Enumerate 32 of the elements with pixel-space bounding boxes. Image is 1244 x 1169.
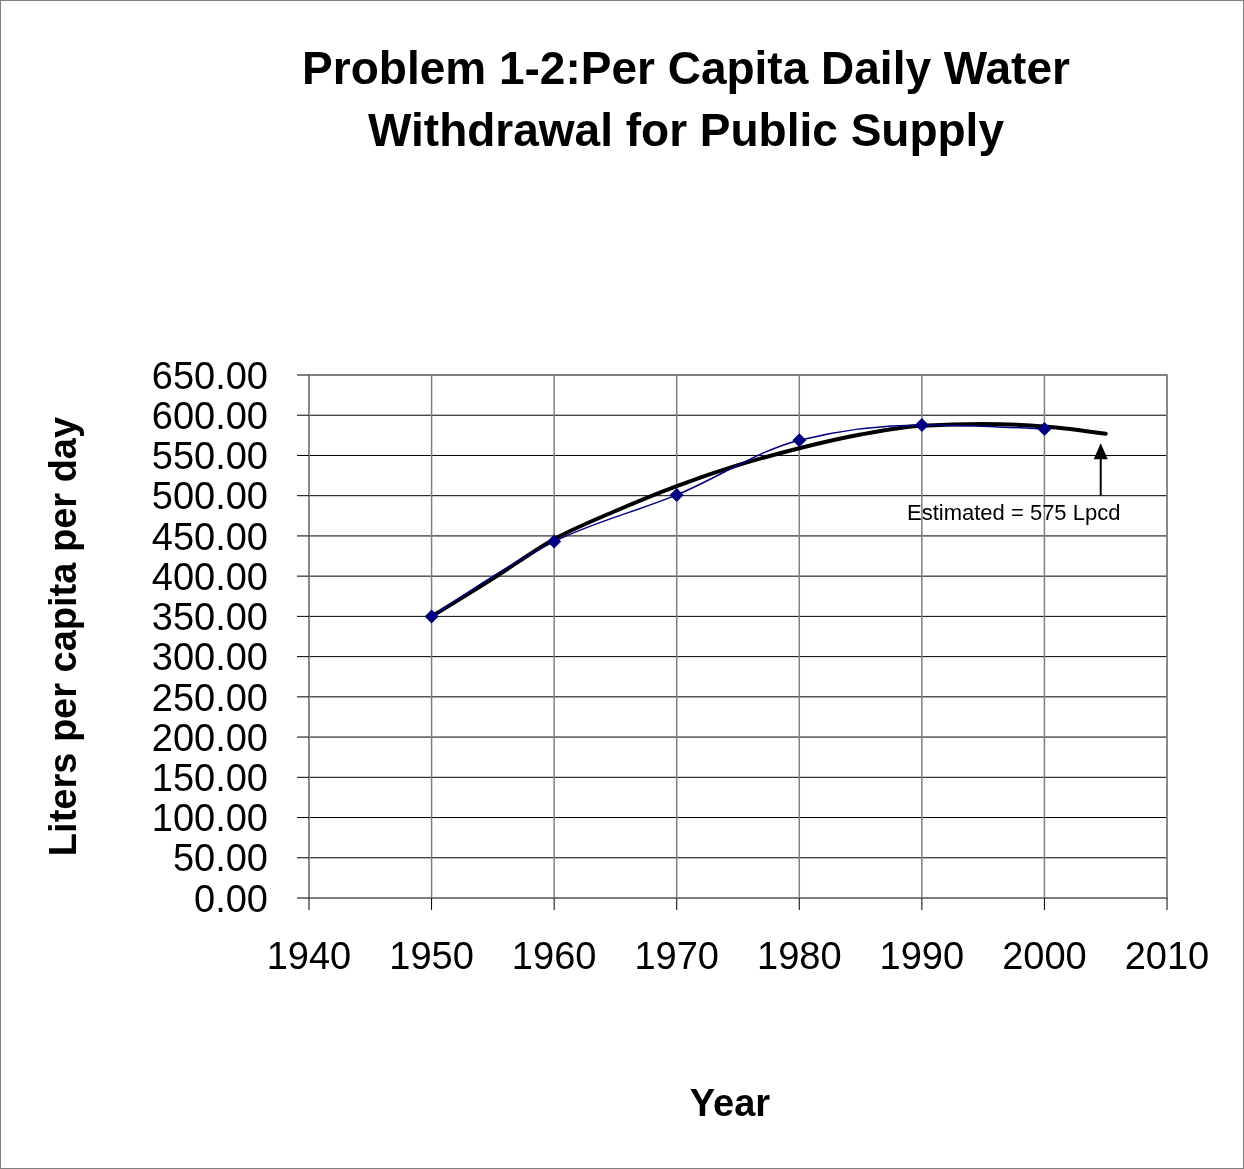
y-tick-label: 550.00 bbox=[151, 435, 268, 478]
y-tick-label: 0.00 bbox=[194, 877, 268, 920]
point bbox=[792, 433, 807, 448]
x-tick-label: 2000 bbox=[1002, 935, 1087, 977]
x-tick-label: 1980 bbox=[757, 935, 842, 977]
y-tick-label: 500.00 bbox=[151, 475, 268, 518]
y-tick-label: 350.00 bbox=[151, 596, 268, 639]
y-tick-label: 650.00 bbox=[151, 354, 268, 397]
point bbox=[547, 534, 562, 549]
x-tick-label: 2010 bbox=[1124, 935, 1210, 977]
x-tick-label: 1960 bbox=[511, 935, 597, 977]
x-tick-label: 1950 bbox=[389, 935, 474, 977]
y-tick-label: 100.00 bbox=[151, 797, 268, 840]
y-tick-label: 400.00 bbox=[151, 555, 268, 598]
y-tick-label: 50.00 bbox=[172, 837, 268, 880]
x-tick-label: 1940 bbox=[266, 935, 352, 977]
y-tick-label: 600.00 bbox=[151, 394, 268, 437]
x-tick-label: 1970 bbox=[634, 935, 719, 977]
y-tick-label: 450.00 bbox=[151, 515, 268, 558]
y-tick-label: 200.00 bbox=[151, 716, 268, 759]
y-tick-label: 250.00 bbox=[151, 676, 268, 719]
y-tick-label: 150.00 bbox=[151, 756, 268, 799]
y-axis-title: Liters per capita per day bbox=[42, 416, 84, 857]
x-tick-label: 1990 bbox=[879, 935, 965, 977]
point bbox=[1037, 421, 1052, 436]
point bbox=[669, 487, 684, 502]
x-axis-title: Year bbox=[689, 1082, 771, 1124]
y-tick-label: 300.00 bbox=[151, 636, 268, 679]
chart-title: Problem 1-2:Per Capita Daily Water Withdrawal for Public Supply bbox=[302, 42, 1070, 156]
annotation: Estimated = 575 Lpcd bbox=[907, 500, 1121, 526]
point bbox=[914, 417, 929, 432]
point bbox=[424, 609, 439, 624]
